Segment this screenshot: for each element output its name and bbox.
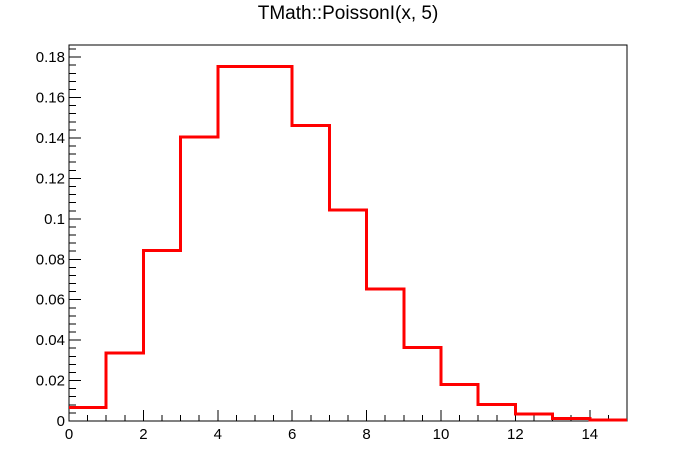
x-tick-label: 4 [214,426,222,443]
y-tick-label: 0.06 [36,292,65,309]
x-tick-label: 0 [65,426,73,443]
chart-title: TMath::PoissonI(x, 5) [257,3,439,24]
x-tick-label: 6 [288,426,296,443]
y-tick-label: 0.12 [36,170,65,187]
x-tick-label: 8 [362,426,370,443]
x-tick-label: 14 [581,426,598,443]
y-tick-label: 0.04 [36,332,65,349]
y-tick-label: 0 [57,413,65,430]
y-tick-label: 0.14 [36,130,65,147]
x-tick-label: 2 [139,426,147,443]
y-tick-label: 0.18 [36,49,65,66]
plot-frame [68,44,628,422]
y-tick-label: 0.16 [36,90,65,107]
y-tick-label: 0.08 [36,251,65,268]
y-tick-label: 0.1 [44,211,65,228]
x-tick-label: 12 [507,426,524,443]
x-tick-label: 10 [433,426,450,443]
histogram-step-line [69,64,627,422]
y-tick-label: 0.02 [36,373,65,390]
